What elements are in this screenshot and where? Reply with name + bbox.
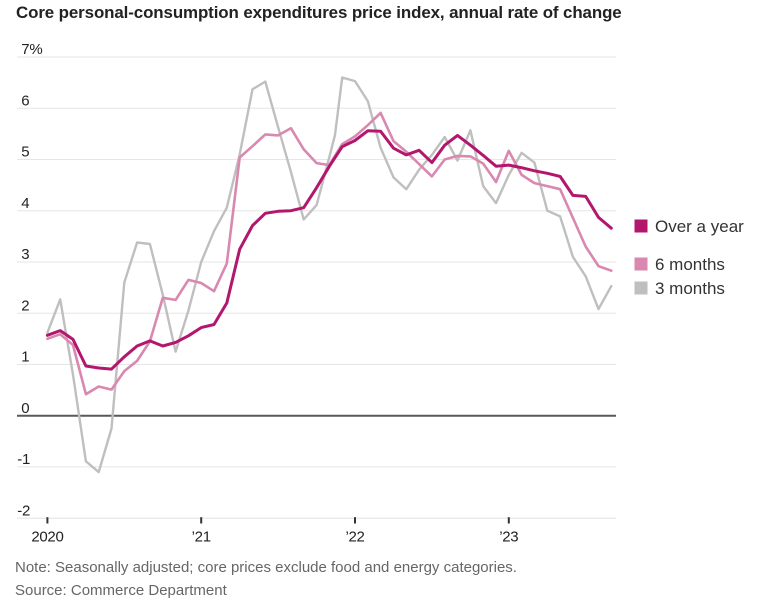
svg-text:’22: ’22: [345, 529, 364, 546]
svg-text:-1: -1: [17, 451, 30, 468]
svg-text:’23: ’23: [499, 529, 518, 546]
svg-text:2020: 2020: [31, 529, 63, 546]
svg-text:6: 6: [21, 93, 29, 110]
svg-text:-2: -2: [17, 502, 30, 519]
svg-text:2: 2: [21, 297, 29, 314]
svg-text:5: 5: [21, 144, 29, 161]
svg-text:’21: ’21: [192, 529, 211, 546]
svg-text:7%: 7%: [21, 41, 42, 58]
svg-text:3: 3: [21, 246, 29, 263]
svg-text:3 months: 3 months: [655, 279, 725, 298]
svg-text:1: 1: [21, 349, 29, 366]
svg-text:4: 4: [21, 195, 29, 212]
svg-text:6 months: 6 months: [655, 255, 725, 274]
svg-text:Over a year: Over a year: [655, 217, 744, 236]
svg-text:0: 0: [21, 400, 29, 417]
